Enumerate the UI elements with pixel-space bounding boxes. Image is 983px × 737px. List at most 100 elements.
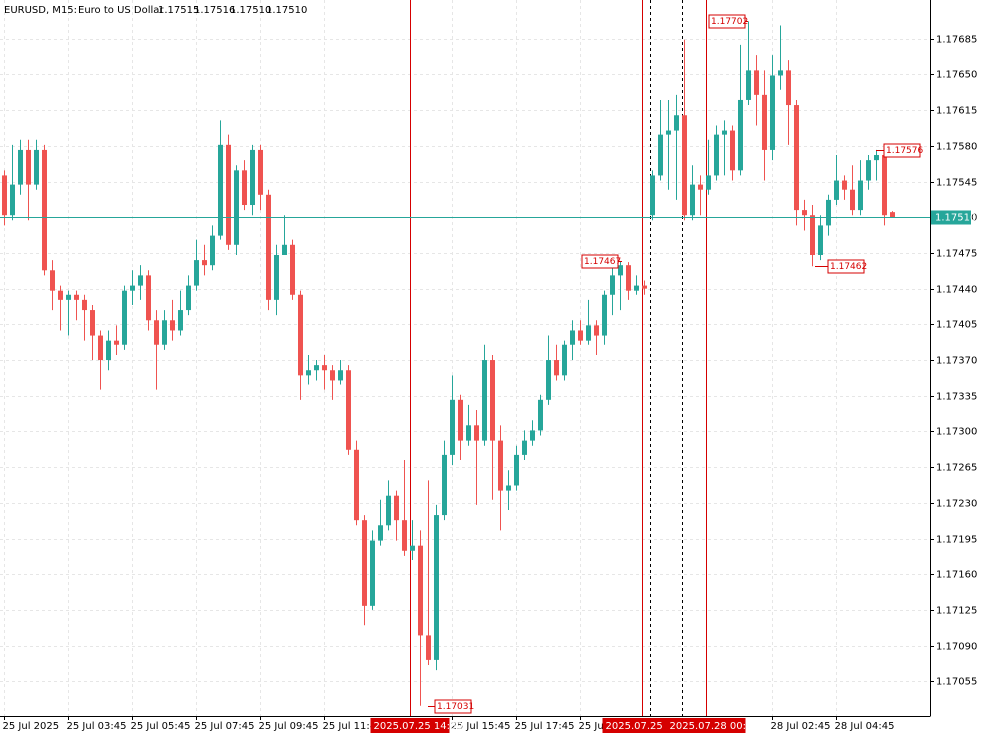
candle-body [338,370,343,381]
candle-body [874,155,879,161]
candle-body [546,360,551,400]
candle-body [762,94,767,150]
price-label: 1.17462 [830,262,867,272]
y-tick-label: 1.17405 [936,320,977,331]
ohlc-value: 1.17516 [194,5,235,16]
candle-body [58,290,63,300]
candle-body [674,115,679,131]
candle-body [82,299,87,311]
candle-body [138,275,143,286]
candle-body [378,525,383,541]
candle-body [314,365,319,371]
candle-body [682,115,687,216]
candle-body [170,320,175,331]
price-label: 1.17702 [711,17,748,27]
candle-body [490,360,495,441]
y-tick-label: 1.17685 [936,35,977,46]
time-label-box [666,718,746,733]
candle-body [866,160,871,181]
candle-body [706,175,711,190]
overlays: 1.17055 1.17090 1.17125 1.17160 1.17195 1.172… [3,14,977,733]
candle-body [34,149,39,185]
candle-body [778,70,783,76]
candle-body [834,180,839,200]
candle-body [698,184,703,190]
x-tick-label: 28 Jul 02:45 [771,721,831,732]
candle-body [90,310,95,336]
y-tick-label: 1.17440 [936,285,977,296]
candle-body [98,335,103,361]
candle-body [162,320,167,345]
candle-body [418,545,423,636]
price-label-box [434,699,472,714]
candle-body [538,399,543,431]
candle-body [282,244,287,255]
candle-body [522,440,527,455]
x-tick-label: 25 Jul 05:45 [131,721,191,732]
candle-body [858,180,863,211]
candle-body [18,149,23,185]
candle-body [130,285,135,291]
candle-body [474,425,479,441]
candle-body [218,144,223,236]
candle-body [330,370,335,381]
x-tick-label: 25 Jul 11:45 [323,721,383,732]
candle-body [498,440,503,491]
candle-body [226,144,231,245]
candle-body [650,175,655,216]
candle-body [426,635,431,660]
price-label-box [581,254,619,269]
candle-body [586,325,591,341]
candle-body [66,294,71,300]
candle-body [842,180,847,190]
price-label-box [708,14,746,29]
candle-body [322,365,327,371]
y-tick-label: 1.17545 [936,178,977,189]
y-tick-label: 1.17335 [936,392,977,403]
candle-body [722,130,727,135]
ohlc-value: 1.17510 [266,5,307,16]
candle-body [154,320,159,345]
candle-body [850,189,855,211]
candle-body [394,495,399,521]
candle-body [106,340,111,361]
candle-body [730,130,735,171]
candle-body [146,275,151,321]
price-label-box [883,143,921,158]
candle-body [346,370,351,450]
candle-body [210,235,215,266]
y-tick-label: 1.17475 [936,249,977,260]
x-tick-label: 25 Jul 17:45 [515,721,575,732]
candle-body [618,265,623,276]
candle-body [602,294,607,336]
candle-body [570,330,575,345]
bid-label: 1.17510 [935,213,976,224]
candle-body [26,149,31,185]
x-tick-label: 25 Jul 07:45 [195,721,255,732]
y-tick-label: 1.17125 [936,606,977,617]
time-label: 2025.07.28 00:45 [670,721,759,732]
x-tick-label: 25 Jul 15:45 [451,721,511,732]
symbol: EURUSD, M15: [4,5,77,16]
candle-body [362,520,367,606]
candle-body [194,260,199,286]
price-label: 1.17467 [584,257,621,267]
candle-body [666,130,671,135]
candle-body [610,275,615,295]
candle-body [290,244,295,295]
candle-body [746,70,751,100]
candle-body [202,260,207,266]
candle-body [274,254,279,300]
candle-body [658,134,663,176]
candle-body [482,360,487,441]
candle-body [506,485,511,491]
candle-body [810,215,815,255]
y-tick-label: 1.17230 [936,499,977,510]
candle-body [554,360,559,376]
y-tick-label: 1.17195 [936,535,977,546]
header: EURUSD, M15: Euro to US Dollar 1.17515 1… [4,5,307,16]
candle-body [794,105,799,211]
x-tick-label: 25 Jul 09:45 [259,721,319,732]
candle-body [754,70,759,95]
candle-body [434,515,439,660]
